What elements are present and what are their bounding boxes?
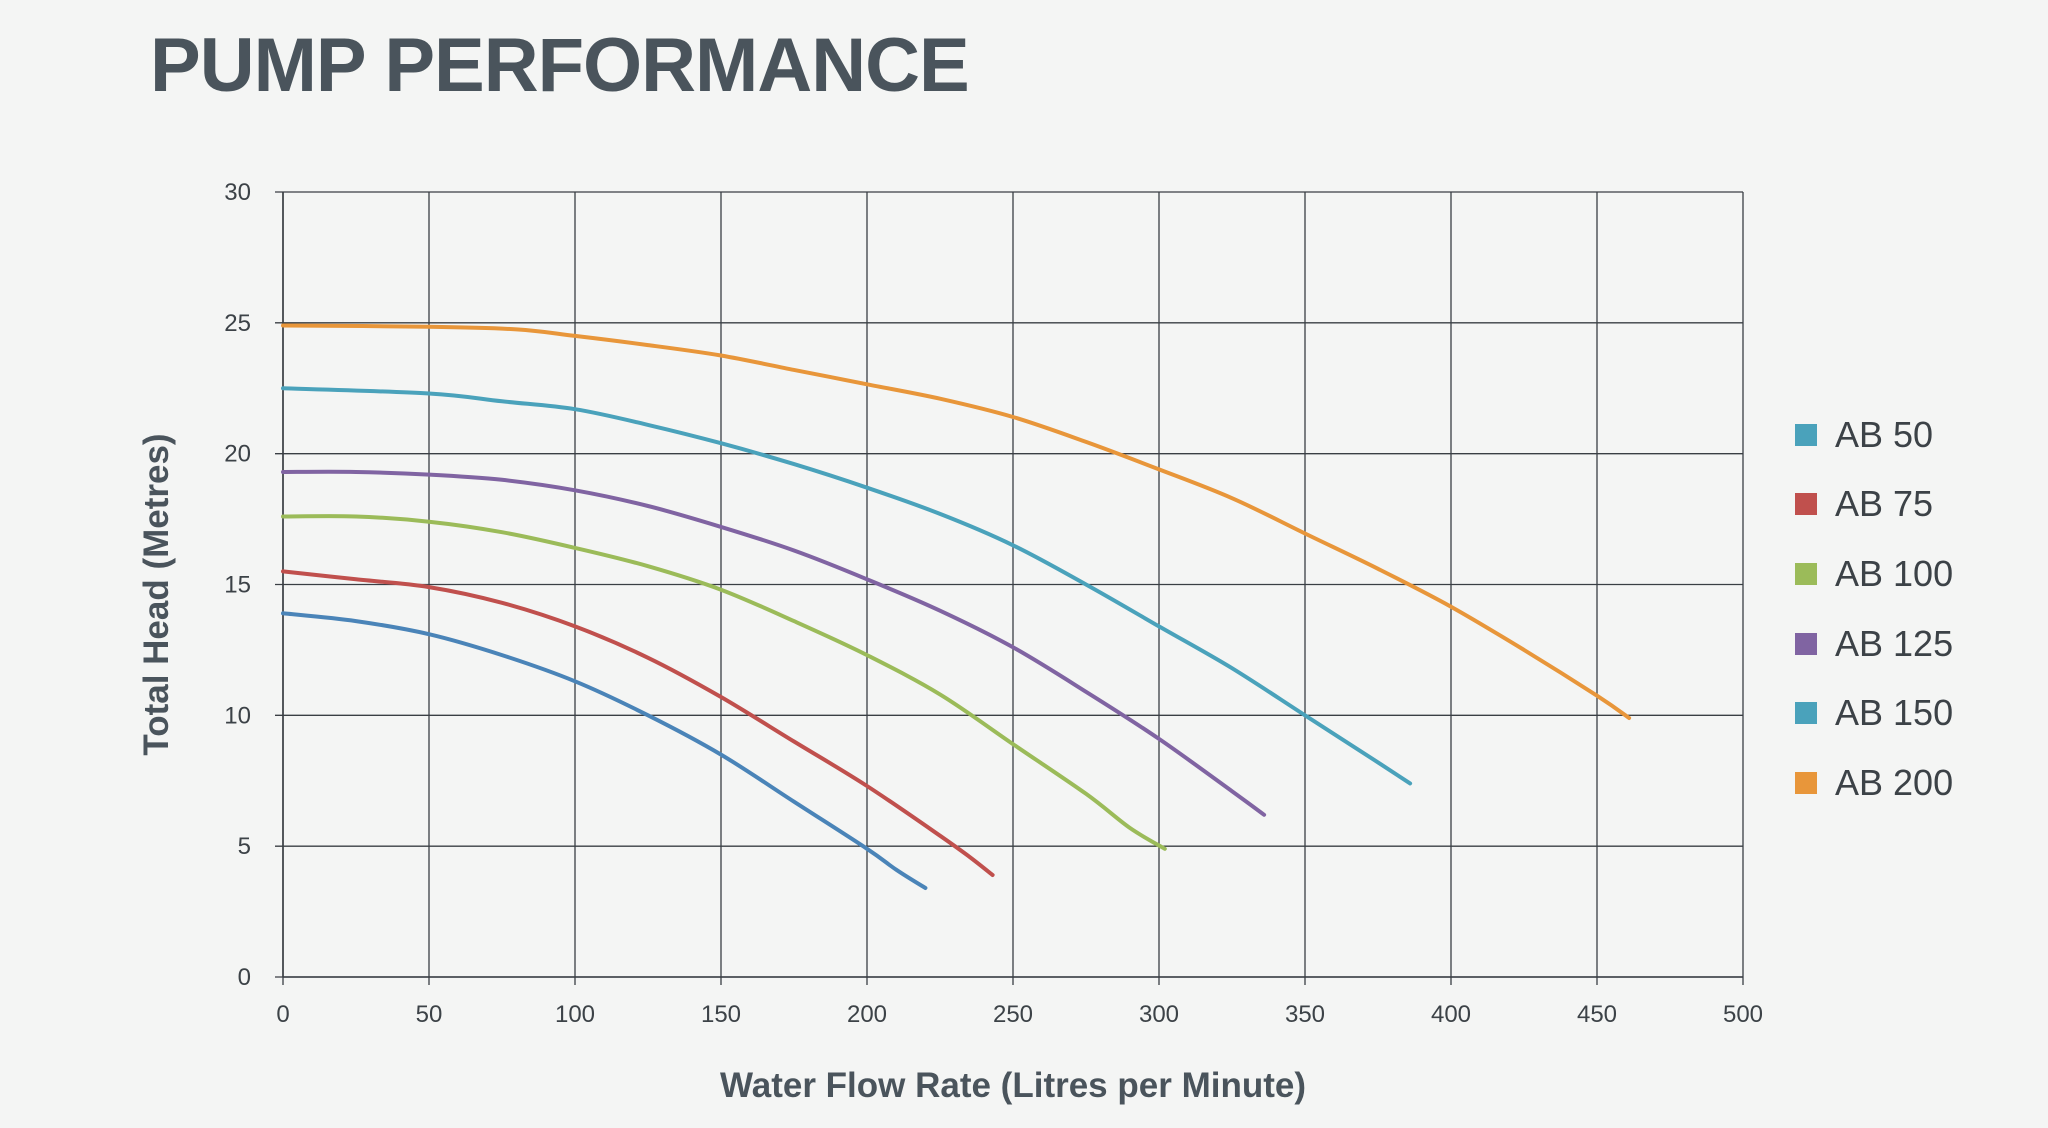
legend-label: AB 150 [1835, 692, 1954, 734]
grid-lines [275, 191, 1744, 985]
x-tick-label: 50 [416, 1001, 443, 1028]
axes [282, 192, 1743, 978]
legend-label: AB 200 [1835, 761, 1954, 803]
legend-item: AB 75 [1795, 470, 1953, 540]
legend-item: AB 125 [1795, 609, 1953, 679]
y-tick-label: 20 [224, 441, 251, 468]
x-tick-label: 0 [276, 1001, 289, 1028]
y-tick-label: 10 [224, 702, 251, 729]
legend: AB 50 AB 75 AB 100 AB 125 AB 150 AB 200 [1795, 400, 1953, 818]
legend-label: AB 75 [1835, 483, 1934, 525]
legend-swatch [1795, 702, 1817, 725]
legend-swatch [1795, 771, 1817, 794]
x-tick-label: 300 [1139, 1001, 1179, 1028]
x-tick-label: 400 [1431, 1001, 1471, 1028]
series-line-ab-100 [281, 514, 1167, 851]
legend-item: AB 150 [1795, 678, 1953, 748]
y-tick-label: 5 [238, 833, 251, 860]
series-line-ab-150 [281, 386, 1413, 786]
series-line-ab-50 [281, 611, 928, 890]
series-line-ab-75 [281, 569, 995, 877]
y-tick-label: 15 [224, 572, 251, 599]
series-line-ab-125 [281, 469, 1267, 817]
x-tick-label: 250 [993, 1001, 1033, 1028]
legend-swatch [1795, 423, 1817, 446]
legend-label: AB 100 [1835, 552, 1954, 594]
x-tick-label: 450 [1577, 1001, 1617, 1028]
x-tick-label: 350 [1285, 1001, 1325, 1028]
y-tick-label: 25 [224, 310, 251, 337]
y-tick-label: 30 [224, 179, 251, 206]
legend-item: AB 50 [1795, 400, 1953, 470]
x-tick-label: 100 [555, 1001, 595, 1028]
legend-item: AB 100 [1795, 539, 1953, 609]
legend-swatch [1795, 562, 1817, 585]
series-lines [281, 323, 1632, 890]
legend-label: AB 50 [1835, 413, 1934, 455]
legend-label: AB 125 [1835, 622, 1954, 664]
page-title: PUMP PERFORMANCE [150, 23, 970, 108]
y-axis-title: Total Head (Metres) [137, 433, 176, 755]
y-tick-label: 0 [238, 964, 251, 991]
series-line-ab-200 [281, 323, 1632, 720]
x-axis-title: Water Flow Rate (Litres per Minute) [720, 1066, 1306, 1105]
tick-labels: 0 50 100 150 200 250 300 350 400 450 500 0 5 10 15 20 25… [224, 179, 1763, 1028]
x-tick-label: 200 [847, 1001, 887, 1028]
legend-item: AB 200 [1795, 748, 1953, 818]
x-tick-label: 150 [701, 1001, 741, 1028]
x-tick-label: 500 [1723, 1001, 1763, 1028]
legend-swatch [1795, 632, 1817, 655]
legend-swatch [1795, 493, 1817, 516]
